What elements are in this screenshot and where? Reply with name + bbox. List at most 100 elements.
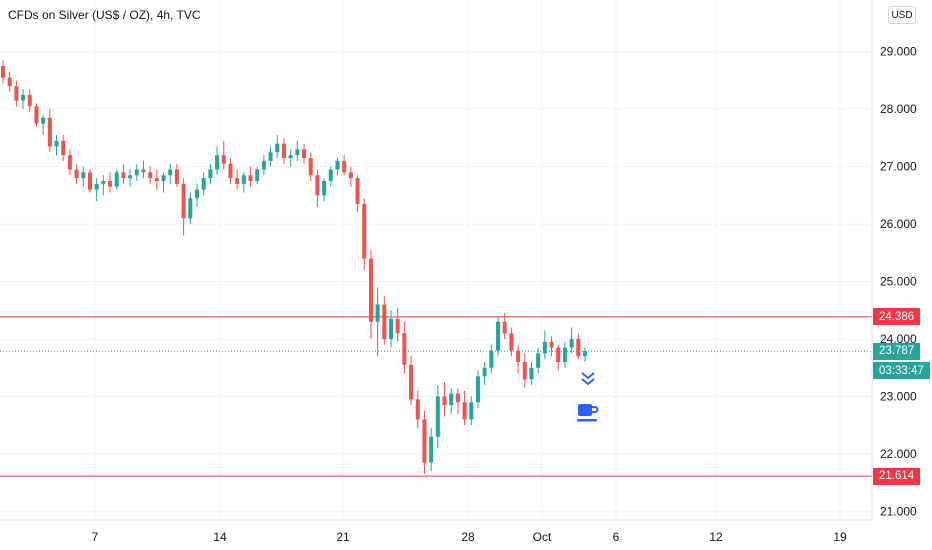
candle-down xyxy=(516,344,521,374)
candle-down xyxy=(281,137,286,164)
candle-down xyxy=(348,166,353,187)
price-tick-label: 28.000 xyxy=(880,102,917,116)
candle-down xyxy=(342,155,347,176)
candle-down xyxy=(235,169,240,190)
bar-countdown-tag: 03:33:47 xyxy=(873,362,930,380)
candle-up xyxy=(475,370,480,408)
candle-down xyxy=(74,163,79,184)
candle-down xyxy=(556,344,561,371)
chart-title: CFDs on Silver (US$ / OZ), 4h, TVC xyxy=(8,8,201,22)
candle-up xyxy=(255,166,260,184)
candle-up xyxy=(529,361,534,385)
candle-down xyxy=(61,135,66,161)
candle-up xyxy=(208,163,213,184)
price-tick-label: 22.000 xyxy=(880,447,917,461)
candle-up xyxy=(482,361,487,385)
candle-down xyxy=(402,321,407,374)
price-tick-label: 23.000 xyxy=(880,389,917,403)
last-price-tag: 23.787 xyxy=(873,342,921,360)
candle-up xyxy=(161,172,166,193)
candle-up xyxy=(582,347,588,362)
candle-down xyxy=(522,353,527,388)
candle-down xyxy=(148,166,153,184)
candle-up xyxy=(201,172,206,196)
time-tick-label: Oct xyxy=(533,530,552,544)
candle-up xyxy=(328,166,333,187)
candles xyxy=(0,60,588,475)
candle-up xyxy=(128,169,133,187)
candle-up xyxy=(268,146,273,167)
candle-down xyxy=(248,166,253,187)
level-price-tag-upper: 24.386 xyxy=(873,308,921,326)
candle-up xyxy=(375,287,380,357)
candle-down xyxy=(108,172,113,193)
candle-up xyxy=(275,135,280,159)
chevron-double-down-icon[interactable] xyxy=(581,372,595,386)
candle-up xyxy=(188,192,193,225)
price-tick-label: 24.000 xyxy=(880,332,917,346)
candle-up xyxy=(335,158,340,176)
price-tick-label: 26.000 xyxy=(880,217,917,231)
candle-down xyxy=(422,410,427,475)
price-tick-label: 25.000 xyxy=(880,275,917,289)
time-tick-label: 12 xyxy=(709,530,723,544)
time-tick-label: 6 xyxy=(613,530,620,544)
candle-up xyxy=(114,169,119,190)
candle-down xyxy=(228,158,233,184)
candle-down xyxy=(415,390,420,429)
candle-down xyxy=(315,169,320,207)
candle-down xyxy=(308,152,313,181)
candle-up xyxy=(435,384,440,449)
candle-down xyxy=(576,333,581,360)
candle-up xyxy=(81,166,86,187)
time-axis[interactable]: 7 14 21 28 Oct 6 12 19 xyxy=(92,530,847,544)
time-tick-label: 21 xyxy=(336,530,350,544)
candle-up xyxy=(449,387,454,414)
candle-up xyxy=(469,396,474,426)
candle-up xyxy=(101,175,106,196)
candle-down xyxy=(154,169,159,190)
candle-down xyxy=(27,89,32,113)
candle-up xyxy=(241,172,246,193)
candle-up xyxy=(261,155,266,176)
candle-down xyxy=(121,163,126,184)
candle-down xyxy=(409,356,414,406)
candle-up xyxy=(94,178,99,202)
candle-up xyxy=(569,327,574,354)
candle-down xyxy=(141,160,146,179)
price-tick-label: 29.000 xyxy=(880,45,917,59)
candle-down xyxy=(549,336,554,357)
horizontal-levels xyxy=(0,316,872,477)
candle-up xyxy=(322,178,327,202)
candle-up xyxy=(496,316,501,357)
candle-down xyxy=(462,390,467,426)
candle-down xyxy=(221,140,226,170)
candle-down xyxy=(362,198,367,271)
time-tick-label: 14 xyxy=(213,530,227,544)
candle-up xyxy=(41,114,46,136)
candle-down xyxy=(7,71,12,92)
time-tick-label: 28 xyxy=(461,530,475,544)
price-tick-label: 27.000 xyxy=(880,160,917,174)
candle-up xyxy=(295,140,300,161)
currency-button[interactable]: USD xyxy=(888,6,916,24)
candle-up xyxy=(21,89,26,110)
candle-up xyxy=(536,347,541,374)
candle-down xyxy=(174,163,179,187)
candle-down xyxy=(442,382,447,417)
candle-up xyxy=(194,183,200,207)
coffee-cup-icon xyxy=(577,404,599,422)
candle-up xyxy=(562,341,567,368)
candle-up xyxy=(134,163,139,181)
level-price-tag-lower: 21.614 xyxy=(873,467,921,485)
candle-down xyxy=(368,249,373,340)
candle-down xyxy=(355,175,360,213)
candle-up xyxy=(54,135,59,156)
candle-up xyxy=(429,428,434,472)
candle-down xyxy=(47,109,52,153)
candle-down xyxy=(302,143,307,164)
price-axis[interactable]: 29.000 28.000 27.000 26.000 25.000 24.000 23.0… xyxy=(880,45,917,519)
candle-down xyxy=(382,295,387,345)
candle-down xyxy=(181,178,186,236)
